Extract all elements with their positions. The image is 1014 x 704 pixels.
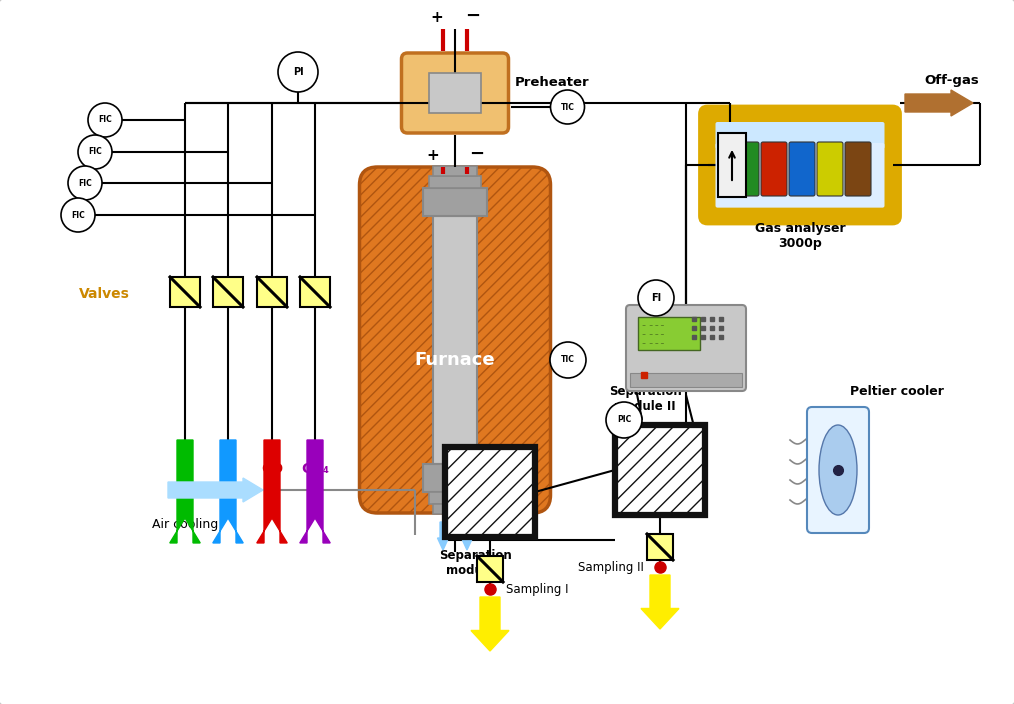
- FancyArrow shape: [906, 90, 973, 116]
- Bar: [170, 277, 200, 307]
- FancyBboxPatch shape: [423, 464, 487, 492]
- FancyArrow shape: [168, 478, 263, 502]
- FancyBboxPatch shape: [789, 142, 815, 196]
- Bar: [429, 176, 481, 188]
- Bar: [477, 556, 503, 582]
- Text: Sampling II: Sampling II: [578, 560, 644, 574]
- Text: FIC: FIC: [78, 179, 92, 187]
- Bar: [300, 277, 330, 307]
- Circle shape: [551, 90, 584, 124]
- Text: Gas analyser
3000p: Gas analyser 3000p: [754, 222, 846, 250]
- Circle shape: [550, 342, 586, 378]
- Bar: [429, 73, 481, 113]
- FancyArrow shape: [300, 440, 331, 543]
- FancyBboxPatch shape: [760, 142, 787, 196]
- FancyBboxPatch shape: [700, 106, 900, 224]
- Text: Separation
module I: Separation module I: [439, 549, 511, 577]
- Text: ~  ~ ~ ~: ~ ~ ~ ~: [642, 323, 664, 328]
- FancyArrow shape: [470, 597, 509, 651]
- Text: −: −: [465, 7, 481, 25]
- Text: PIC: PIC: [617, 415, 631, 425]
- Text: FIC: FIC: [98, 115, 112, 125]
- Text: FIC: FIC: [88, 148, 101, 156]
- Text: Off-gas: Off-gas: [925, 74, 980, 87]
- FancyArrow shape: [437, 522, 448, 550]
- Bar: [257, 277, 287, 307]
- Bar: [433, 504, 477, 514]
- Text: PI: PI: [293, 67, 303, 77]
- Text: CO: CO: [261, 462, 283, 476]
- Text: FIC: FIC: [71, 210, 85, 220]
- FancyArrow shape: [641, 575, 679, 629]
- Bar: [638, 317, 700, 350]
- Circle shape: [606, 402, 642, 438]
- Bar: [213, 277, 243, 307]
- FancyBboxPatch shape: [807, 407, 869, 533]
- Circle shape: [278, 52, 318, 92]
- Circle shape: [68, 166, 102, 200]
- FancyBboxPatch shape: [716, 143, 884, 208]
- Bar: [445, 447, 535, 537]
- Circle shape: [61, 198, 95, 232]
- Text: TIC: TIC: [561, 103, 575, 111]
- Text: +: +: [431, 10, 443, 25]
- Bar: [433, 216, 477, 464]
- Bar: [433, 166, 477, 176]
- Text: FI: FI: [651, 293, 661, 303]
- FancyArrow shape: [213, 440, 243, 543]
- FancyArrow shape: [461, 522, 473, 550]
- Text: Sampling I: Sampling I: [506, 582, 569, 596]
- Text: Valves: Valves: [79, 287, 130, 301]
- FancyBboxPatch shape: [626, 305, 746, 391]
- Bar: [718, 133, 746, 197]
- Text: CH₄: CH₄: [301, 462, 329, 476]
- Ellipse shape: [819, 425, 857, 515]
- Text: N₂: N₂: [176, 462, 194, 476]
- Bar: [647, 534, 673, 560]
- FancyBboxPatch shape: [845, 142, 871, 196]
- Circle shape: [638, 280, 674, 316]
- Bar: [615, 425, 705, 515]
- Text: ~  ~ ~ ~: ~ ~ ~ ~: [642, 341, 664, 346]
- Text: Furnace: Furnace: [415, 351, 495, 369]
- Text: H₂: H₂: [219, 462, 237, 476]
- FancyBboxPatch shape: [360, 167, 551, 513]
- Text: Separation
module II: Separation module II: [608, 385, 681, 413]
- FancyBboxPatch shape: [817, 142, 843, 196]
- Text: TIC: TIC: [561, 356, 575, 365]
- FancyBboxPatch shape: [402, 53, 508, 133]
- Circle shape: [88, 103, 122, 137]
- Circle shape: [78, 135, 112, 169]
- Bar: [429, 492, 481, 504]
- Text: ~  ~ ~ ~: ~ ~ ~ ~: [642, 332, 664, 337]
- FancyBboxPatch shape: [423, 188, 487, 216]
- FancyBboxPatch shape: [733, 142, 759, 196]
- Text: Peltier cooler: Peltier cooler: [850, 385, 944, 398]
- FancyBboxPatch shape: [716, 122, 884, 149]
- FancyArrow shape: [169, 440, 200, 543]
- FancyArrow shape: [257, 440, 287, 543]
- Bar: [630, 373, 742, 387]
- Text: +: +: [427, 148, 439, 163]
- Text: Air cooling: Air cooling: [152, 518, 218, 531]
- Text: Preheater: Preheater: [514, 77, 589, 89]
- Text: −: −: [469, 145, 485, 163]
